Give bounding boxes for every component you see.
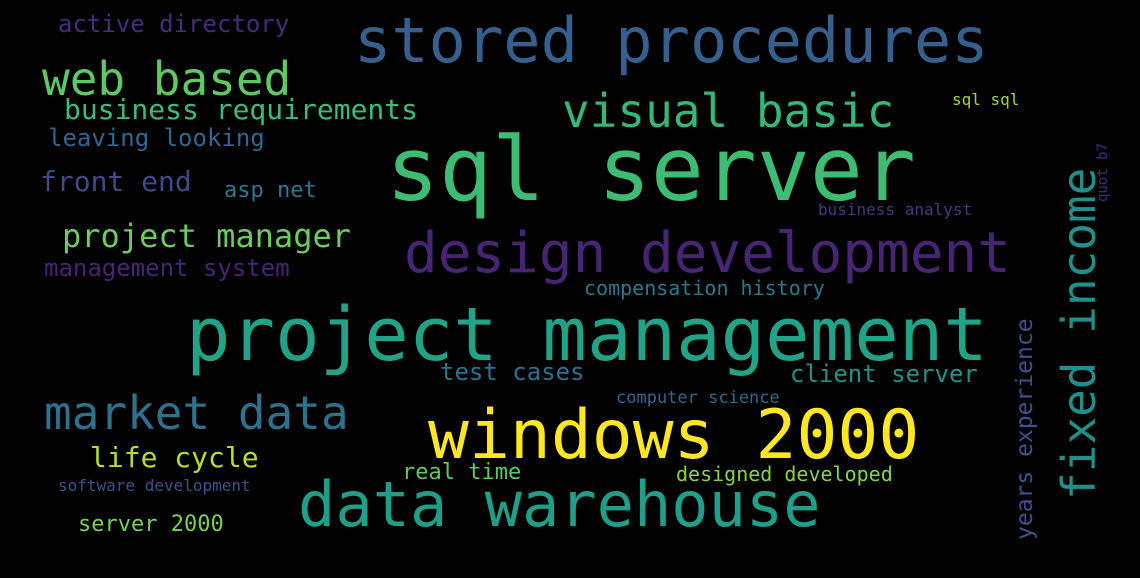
word-active-directory: active directory [58,10,290,38]
word-stored-procedures: stored procedures [354,4,989,77]
word-project-manager: project manager [62,217,351,255]
word-years-experience: years experience [1012,318,1038,540]
word-windows-2000: windows 2000 [428,396,920,475]
word-designed-developed: designed developed [676,462,893,486]
word-data-warehouse: data warehouse [298,468,821,541]
word-real-time: real time [402,460,522,485]
word-asp-net: asp net [224,178,317,203]
word-computer-science: computer science [616,388,780,408]
word-compensation-history: compensation history [584,276,825,300]
word-visual-basic: visual basic [562,84,895,138]
word-software-development: software development [58,476,251,495]
word-business-requirements: business requirements [64,93,419,126]
word-sql-sql: sql sql [952,90,1020,109]
word-business-analyst: business analyst [818,200,973,219]
word-management-system: management system [44,254,290,282]
word-life-cycle: life cycle [90,441,259,474]
word-sql-server: sql server [386,118,916,221]
word-quot-b7: quot b7 [1095,142,1111,202]
word-market-data: market data [44,386,349,440]
word-server-2000: server 2000 [78,512,224,537]
word-project-management: project management [186,292,988,378]
word-test-cases: test cases [440,358,585,386]
word-design-development: design development [404,221,1011,286]
word-leaving-looking: leaving looking [48,124,265,152]
word-web-based: web based [42,52,292,106]
word-fixed-income: fixed income [1052,167,1106,500]
word-client-server: client server [790,360,978,388]
word-front-end: front end [40,165,192,198]
